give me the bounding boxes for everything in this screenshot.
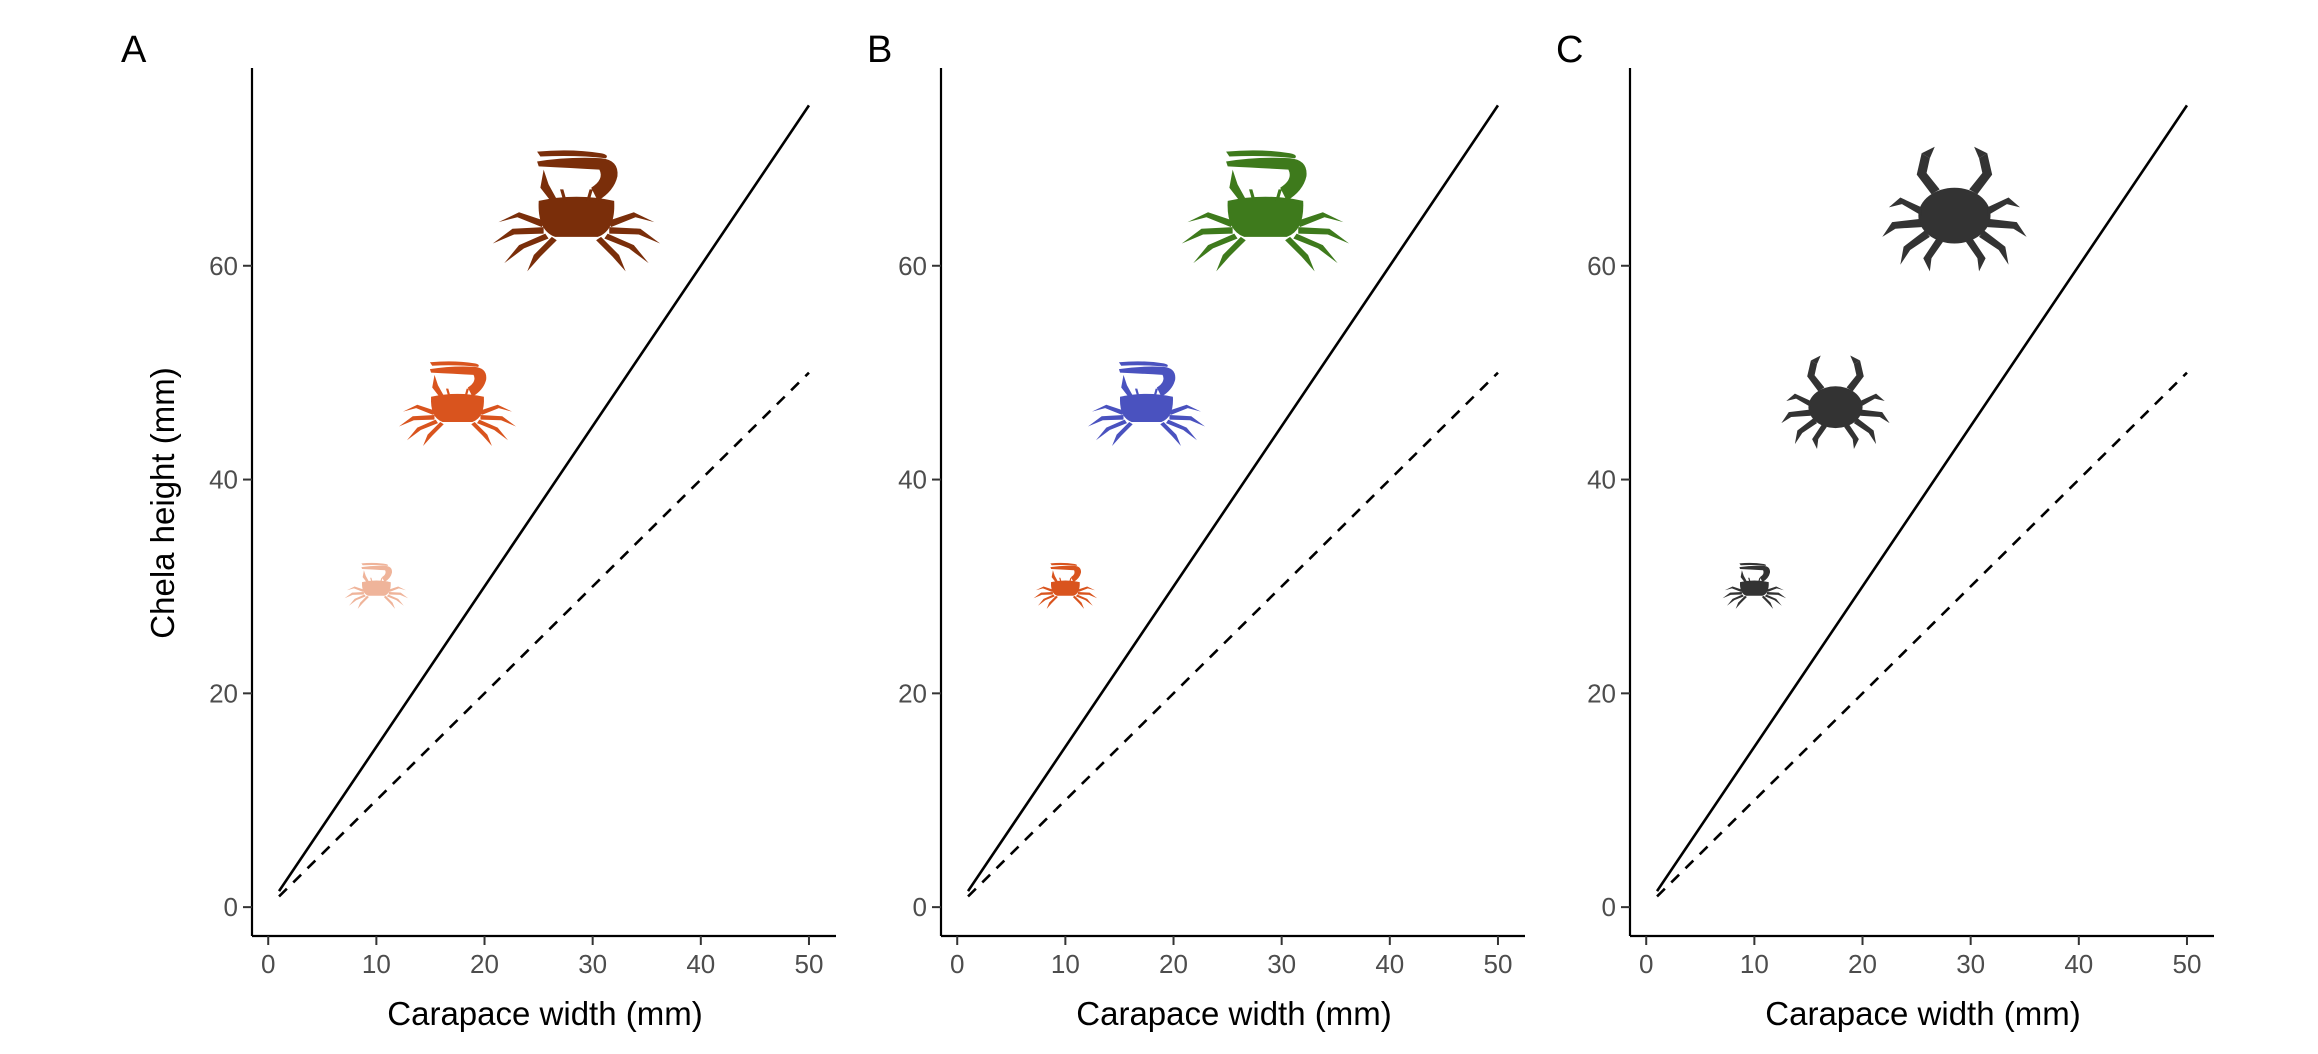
x-tick-label: 10: [362, 949, 391, 979]
x-tick-label: 0: [1639, 949, 1653, 979]
x-tick-label: 50: [2173, 949, 2202, 979]
panel-c: C Carapace width (mm) 0 10 20 30 40 50 0 20 40 60: [1556, 29, 2214, 1032]
x-axis-title: Carapace width (mm): [1076, 995, 1391, 1032]
fiddler-crab-icon: [1033, 562, 1098, 609]
x-tick-label: 40: [2064, 949, 2093, 979]
dashed-series-line: [1656, 371, 2188, 898]
y-tick-label: 0: [913, 892, 927, 922]
fiddler-crab-icon: [398, 361, 517, 447]
x-tick-label: 30: [1956, 949, 1985, 979]
y-axis-title: Chela height (mm): [144, 367, 181, 638]
y-tick-label: 20: [1587, 678, 1616, 708]
y-tick-label: 0: [1602, 892, 1616, 922]
y-tick-label: 40: [1587, 465, 1616, 495]
y-tick-label: 0: [224, 892, 238, 922]
y-tick-label: 20: [209, 678, 238, 708]
x-tick-label: 30: [578, 949, 607, 979]
x-tick-label: 20: [1159, 949, 1188, 979]
y-tick-label: 20: [898, 678, 927, 708]
panel-letter: B: [867, 29, 892, 71]
x-tick-label: 0: [261, 949, 275, 979]
x-tick-label: 40: [1375, 949, 1404, 979]
x-tick-label: 50: [1484, 949, 1513, 979]
panel-a: A Chela height (mm) Carapace width (mm) …: [121, 29, 836, 1032]
fiddler-crab-icon: [1087, 361, 1206, 447]
x-tick-label: 0: [950, 949, 964, 979]
x-tick-label: 10: [1051, 949, 1080, 979]
solid-series-line: [966, 104, 1500, 892]
y-tick-label: 40: [898, 465, 927, 495]
x-tick-label: 20: [470, 949, 499, 979]
fiddler-crab-icon: [1181, 150, 1350, 272]
x-tick-label: 10: [1740, 949, 1769, 979]
fiddler-crab-icon: [492, 150, 661, 272]
plot-area: 0 10 20 30 40 50 0 20 40 60: [209, 68, 836, 979]
y-tick-label: 60: [898, 251, 927, 281]
x-tick-label: 30: [1267, 949, 1296, 979]
fiddler-crab-icon: [344, 562, 409, 609]
panel-letter: A: [121, 29, 147, 71]
y-tick-label: 40: [209, 465, 238, 495]
solid-series-line: [1655, 104, 2189, 892]
solid-series-line: [277, 104, 811, 892]
swimming-crab-icon: [1781, 355, 1890, 450]
plot-area: 0 10 20 30 40 50 0 20 40 60: [1587, 68, 2214, 979]
x-tick-label: 20: [1848, 949, 1877, 979]
x-axis-title: Carapace width (mm): [1765, 995, 2080, 1032]
dashed-series-line: [967, 371, 1499, 898]
fiddler-crab-icon: [1722, 562, 1787, 609]
plot-area: 0 10 20 30 40 50 0 20 40 60: [898, 68, 1525, 979]
swimming-crab-icon: [1882, 146, 2027, 272]
dashed-series-line: [278, 371, 810, 898]
y-tick-label: 60: [1587, 251, 1616, 281]
x-tick-label: 50: [795, 949, 824, 979]
panel-letter: C: [1556, 29, 1583, 71]
x-tick-label: 40: [686, 949, 715, 979]
y-tick-label: 60: [209, 251, 238, 281]
x-axis-title: Carapace width (mm): [387, 995, 702, 1032]
panel-b: B Carapace width (mm) 0 10 20 30 40 50 0 20 40 60: [867, 29, 1525, 1032]
